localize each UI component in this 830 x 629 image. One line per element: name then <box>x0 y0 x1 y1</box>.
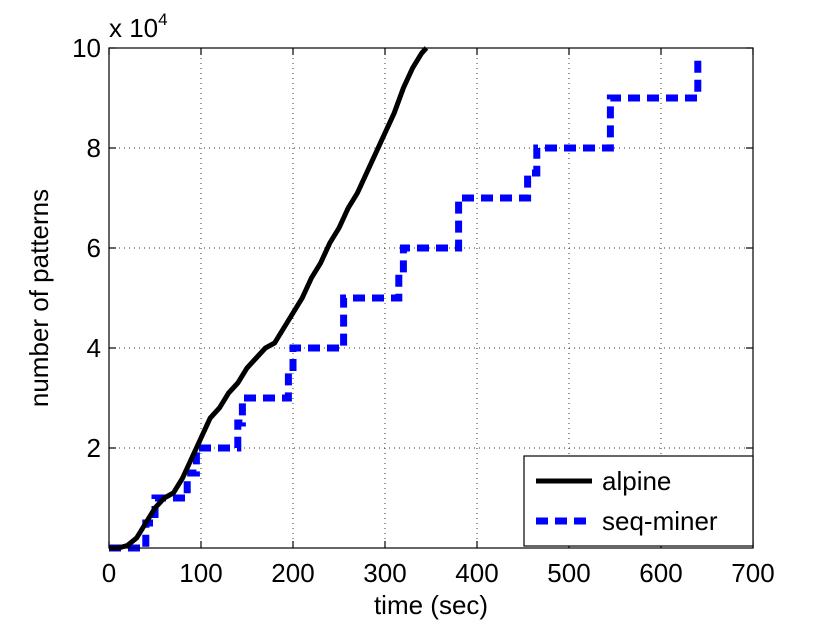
x-tick-label: 700 <box>731 558 774 588</box>
plot-frame <box>108 47 754 549</box>
x-tick-label: 0 <box>102 558 116 588</box>
y-multiplier-base: x 10 <box>109 13 158 43</box>
series-line-seq-miner <box>109 58 702 552</box>
legend-label-seq-miner: seq-miner <box>602 506 718 536</box>
x-tick-label: 600 <box>639 558 682 588</box>
grid-lines <box>109 48 753 548</box>
y-tick-labels: 2 4 6 8 10 <box>72 33 101 463</box>
y-multiplier: x 104 <box>109 10 168 43</box>
y-tick-label: 2 <box>87 433 101 463</box>
x-tick-label: 500 <box>547 558 590 588</box>
x-tick-labels: 0 100 200 300 400 500 600 700 <box>102 558 775 588</box>
y-tick-label: 4 <box>87 333 101 363</box>
y-axis-label: number of patterns <box>24 189 54 407</box>
series-layer <box>109 46 702 552</box>
y-multiplier-exponent: 4 <box>158 10 167 29</box>
x-axis-label: time (sec) <box>374 590 488 620</box>
legend: alpine seq-miner <box>523 455 754 547</box>
x-tick-label: 200 <box>271 558 314 588</box>
series-line-alpine <box>109 46 429 551</box>
x-tick-label: 300 <box>363 558 406 588</box>
legend-label-alpine: alpine <box>602 466 671 496</box>
x-tick-label: 400 <box>455 558 498 588</box>
legend-box <box>523 455 754 547</box>
y-tick-label: 10 <box>72 33 101 63</box>
y-tick-label: 8 <box>87 133 101 163</box>
y-tick-label: 6 <box>87 233 101 263</box>
x-tick-label: 100 <box>179 558 222 588</box>
